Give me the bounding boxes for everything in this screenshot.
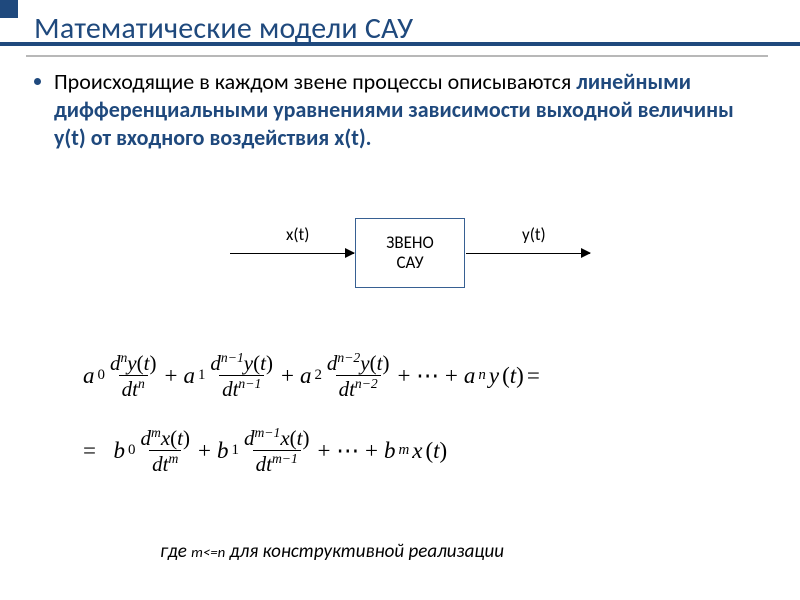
body-paragraph: Происходящие в каждом звене процессы опи… [54,68,754,152]
system-block: ЗВЕНО САУ [355,218,465,288]
footnote-condition: m<=n [191,543,225,561]
title-underline [26,55,768,57]
differential-equation: a0 dny(t)dtn + a1 dn−1y(t)dtn−1 + a2 dn−… [80,350,543,476]
equation-lhs-row: a0 dny(t)dtn + a1 dn−1y(t)dtn−1 + a2 dn−… [80,350,543,401]
input-arrow-line [230,253,354,254]
equation-rhs-row: = b0 dmx(t)dtm + b1 dm−1x(t)dtm−1 + ⋯ + … [80,425,543,476]
output-signal-label: y(t) [522,224,546,245]
footnote-pre: где [160,540,191,563]
bullet-icon [34,78,41,85]
body-text-pre: Происходящие в каждом звене процессы опи… [54,68,576,95]
input-signal-label: x(t) [286,224,309,245]
footnote-post: для конструктивной реализации [225,540,504,563]
output-arrow-head-icon [581,248,591,258]
accent-corner [0,0,18,18]
slide-title: Математические модели САУ [34,10,413,47]
footnote: где m<=n для конструктивной реализации [160,540,504,563]
output-arrow-line [466,253,590,254]
input-arrow-head-icon [345,248,355,258]
block-diagram: x(t) ЗВЕНО САУ y(t) [0,218,800,328]
